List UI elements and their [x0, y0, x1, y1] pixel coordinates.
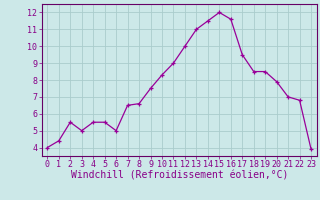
X-axis label: Windchill (Refroidissement éolien,°C): Windchill (Refroidissement éolien,°C) [70, 171, 288, 181]
